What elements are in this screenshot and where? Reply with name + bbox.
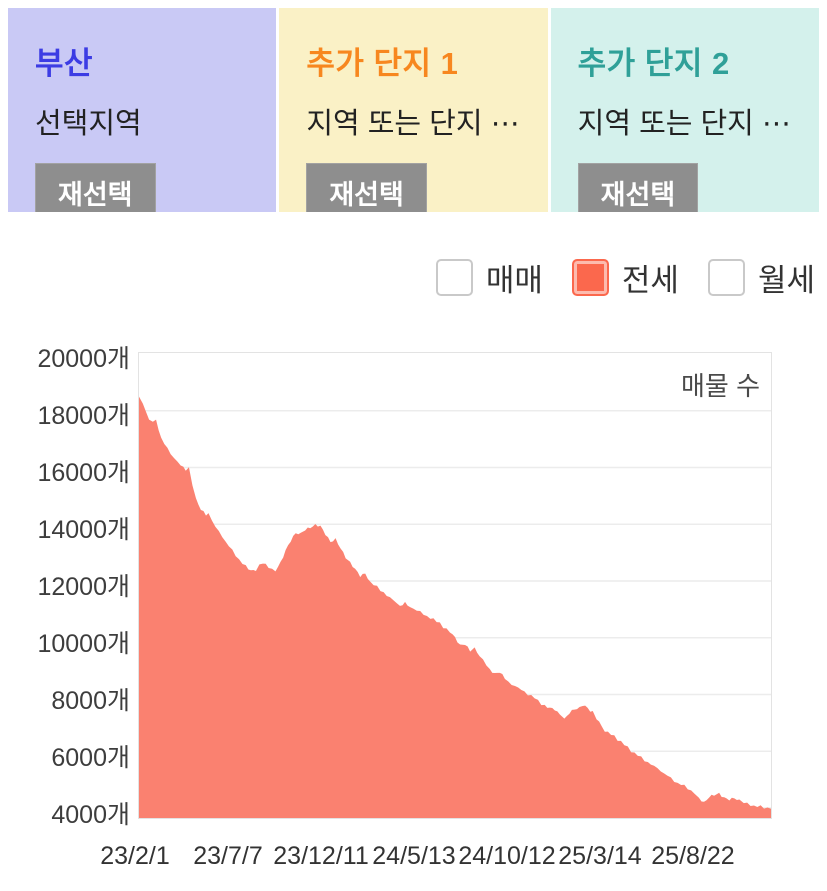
checkbox-jeonse-checked xyxy=(571,258,609,296)
x-tick-label: 24/10/12 xyxy=(458,842,556,870)
reselect-button[interactable]: 재선택 xyxy=(306,163,427,212)
area-series-jeonse xyxy=(139,396,771,818)
series-legend: 매매 전세 월세 xyxy=(0,258,827,298)
x-tick-label: 25/3/14 xyxy=(558,842,642,870)
legend-label: 매매 xyxy=(485,262,543,298)
y-tick-label: 8000개 xyxy=(51,687,130,715)
chart-title: 매물 수 xyxy=(679,366,762,403)
legend-label: 전세 xyxy=(621,262,679,298)
y-tick-label: 16000개 xyxy=(37,459,130,487)
panel-title: 부산 xyxy=(35,46,94,81)
listing-count-chart: 20000개 18000개 16000개 14000개 12000개 10000개 8000… xyxy=(0,345,827,882)
panel-subtitle: 지역 또는 단지 ⋯ xyxy=(577,108,791,140)
checkbox-maemae-unchecked xyxy=(435,258,473,296)
y-tick-label: 12000개 xyxy=(37,573,130,601)
reselect-button[interactable]: 재선택 xyxy=(577,163,699,212)
panel-complex-1: 추가 단지 1 지역 또는 단지 ⋯ 재선택 xyxy=(279,8,548,212)
panel-busan: 부산 선택지역 재선택 xyxy=(8,8,277,212)
region-panels: 부산 선택지역 재선택 추가 단지 1 지역 또는 단지 ⋯ 재선택 추가 단지… xyxy=(8,8,819,212)
x-tick-label: 25/8/22 xyxy=(651,842,735,870)
x-tick-label: 23/12/11 xyxy=(273,842,369,870)
y-tick-label: 4000개 xyxy=(51,801,130,829)
area-chart-svg xyxy=(139,396,771,818)
panel-title: 추가 단지 2 xyxy=(577,46,730,81)
reselect-button[interactable]: 재선택 xyxy=(35,163,156,212)
x-tick-label: 23/7/7 xyxy=(193,842,263,870)
panel-title: 추가 단지 1 xyxy=(306,46,459,81)
x-tick-label: 23/2/1 xyxy=(100,842,170,870)
y-tick-label: 14000개 xyxy=(37,516,130,544)
legend-item-jeonse[interactable]: 전세 xyxy=(571,255,679,300)
panel-subtitle: 선택지역 xyxy=(35,108,142,140)
chart-plot-area[interactable]: 매물 수 xyxy=(138,352,772,819)
legend-item-maemae[interactable]: 매매 xyxy=(435,255,543,300)
y-tick-label: 6000개 xyxy=(51,744,130,772)
y-tick-label: 20000개 xyxy=(37,345,130,373)
panel-subtitle: 지역 또는 단지 ⋯ xyxy=(306,108,520,140)
x-tick-label: 24/5/13 xyxy=(372,842,456,870)
y-tick-label: 18000개 xyxy=(37,402,130,430)
legend-item-wolse[interactable]: 월세 xyxy=(707,255,815,300)
checkbox-wolse-unchecked xyxy=(707,258,745,296)
legend-label: 월세 xyxy=(757,262,815,298)
panel-complex-2: 추가 단지 2 지역 또는 단지 ⋯ 재선택 xyxy=(550,8,819,212)
y-tick-label: 10000개 xyxy=(37,630,130,658)
